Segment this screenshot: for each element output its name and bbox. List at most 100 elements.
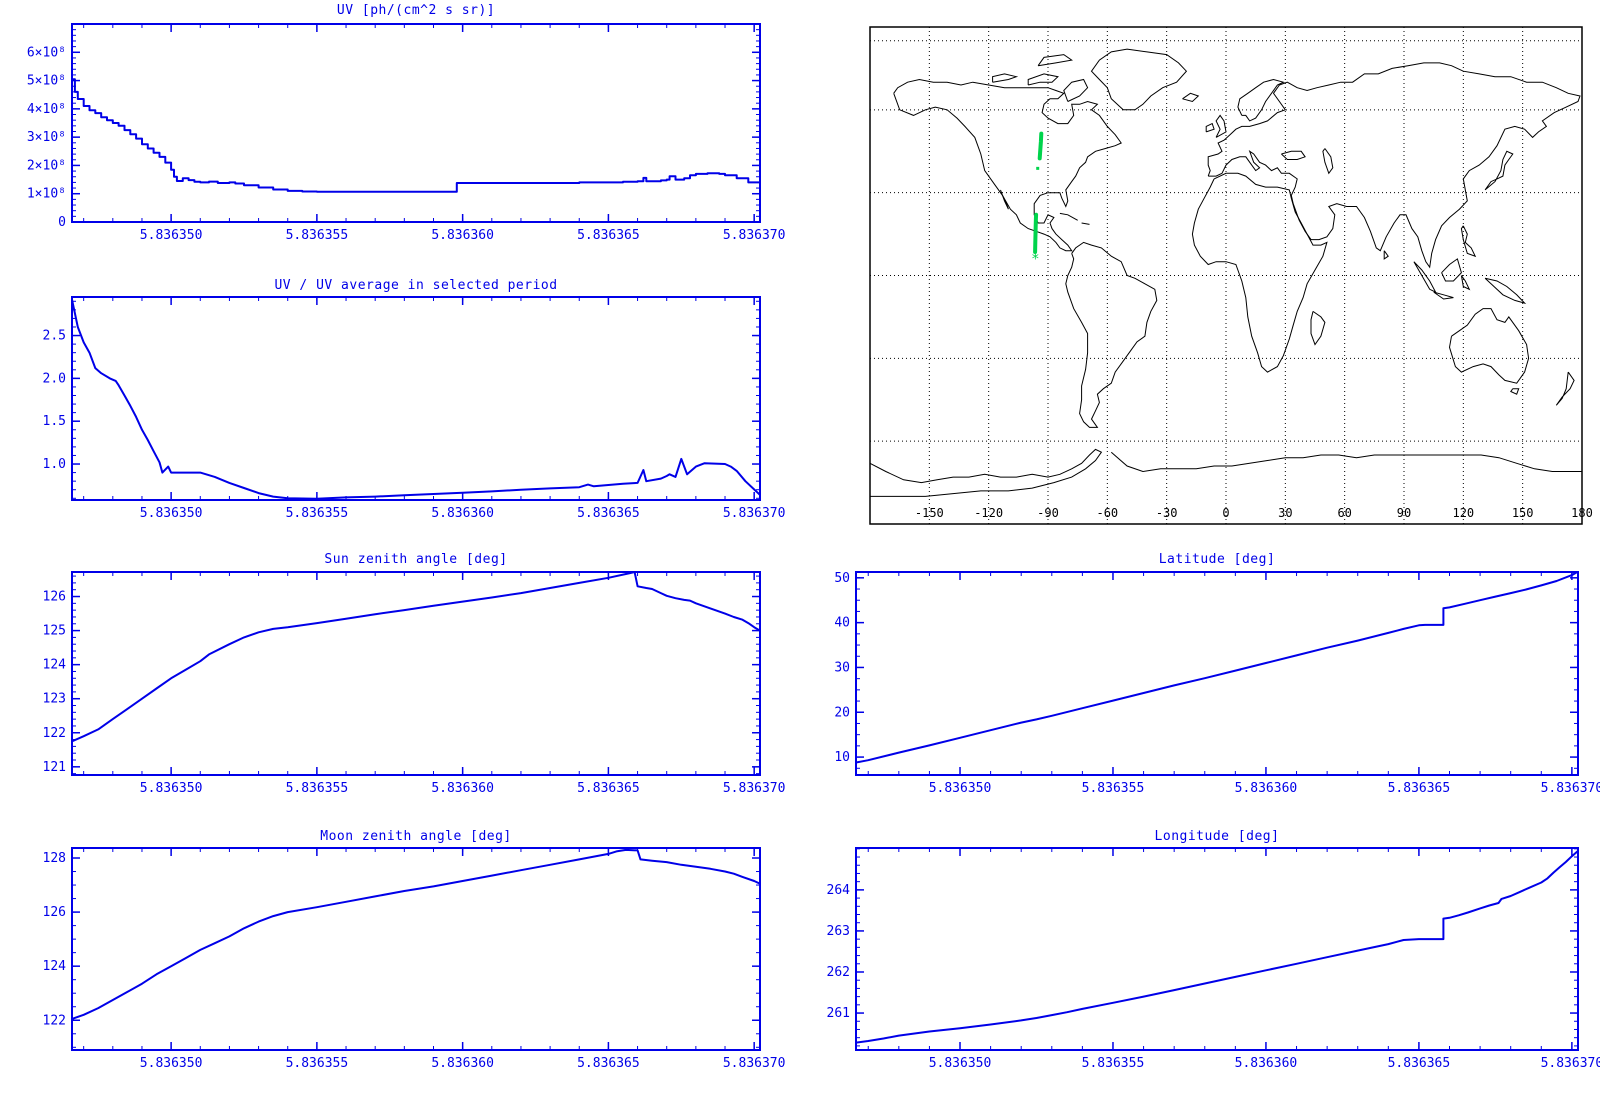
series-line-uv-ratio [72,299,760,500]
svg-text:120: 120 [1452,506,1474,520]
svg-text:5.836355: 5.836355 [286,781,349,796]
plot-frame [71,296,761,501]
chart-title-sun-zenith: Sun zenith angle [deg] [324,552,508,567]
series-line-latitude [856,572,1578,775]
svg-text:10: 10 [834,750,850,765]
svg-text:20: 20 [834,705,850,720]
svg-text:5.836370: 5.836370 [723,1056,786,1071]
svg-text:5.836365: 5.836365 [577,228,640,243]
chart-title-latitude: Latitude [deg] [1158,552,1276,567]
svg-text:121: 121 [43,760,66,775]
svg-text:5.836360: 5.836360 [1235,781,1298,796]
track-dot [1036,166,1040,170]
svg-text:2×10⁸: 2×10⁸ [27,158,66,173]
svg-text:5.836350: 5.836350 [140,506,203,521]
svg-text:261: 261 [827,1006,850,1021]
svg-text:3×10⁸: 3×10⁸ [27,130,66,145]
svg-text:5.836365: 5.836365 [1388,781,1451,796]
chart-uv-ratio: 5.836350 5.836355 5.836360 5.836365 5.836370… [43,296,786,521]
svg-text:150: 150 [1512,506,1534,520]
svg-text:264: 264 [827,883,851,898]
svg-text:90: 90 [1397,506,1411,520]
svg-text:126: 126 [43,905,66,920]
svg-text:5.836365: 5.836365 [577,1056,640,1071]
svg-text:2.0: 2.0 [43,371,66,386]
ground-track: * [1031,131,1044,267]
svg-text:262: 262 [827,965,850,980]
svg-text:5.836360: 5.836360 [1235,1056,1298,1071]
coastlines [869,48,1582,497]
svg-text:5.836350: 5.836350 [140,228,203,243]
svg-text:5.836370: 5.836370 [723,228,786,243]
svg-text:-150: -150 [915,506,944,520]
svg-text:30: 30 [834,660,850,675]
svg-text:5.836365: 5.836365 [1388,1056,1451,1071]
svg-text:5.836350: 5.836350 [929,1056,992,1071]
series-line-sun-zenith [72,572,760,774]
svg-text:5.836370: 5.836370 [1541,781,1600,796]
track-start-marker: * [1031,251,1039,267]
svg-text:263: 263 [827,924,850,939]
svg-text:0: 0 [1222,506,1229,520]
chart-title-longitude: Longitude [deg] [1154,829,1280,844]
svg-text:1.0: 1.0 [43,457,66,472]
svg-text:5.836350: 5.836350 [929,781,992,796]
svg-text:4×10⁸: 4×10⁸ [27,102,66,117]
svg-text:30: 30 [1278,506,1292,520]
svg-text:126: 126 [43,590,66,605]
series-line-uv [72,78,760,193]
svg-text:5.836350: 5.836350 [140,781,203,796]
series-line-longitude [856,850,1578,1050]
svg-text:5.836360: 5.836360 [431,781,494,796]
svg-text:5.836370: 5.836370 [723,781,786,796]
svg-text:5.836370: 5.836370 [723,506,786,521]
series-line-moon-zenith [72,848,760,1050]
svg-text:180: 180 [1571,506,1593,520]
svg-text:-120: -120 [974,506,1003,520]
svg-text:5.836355: 5.836355 [286,228,349,243]
chart-title-moon-zenith: Moon zenith angle [deg] [320,829,512,844]
chart-title-uv-ratio: UV / UV average in selected period [274,278,558,293]
svg-text:124: 124 [43,959,67,974]
svg-text:5.836360: 5.836360 [431,506,494,521]
chart-moon-zenith: 5.836350 5.836355 5.836360 5.836365 5.836370… [43,847,786,1071]
chart-longitude: 5.836350 5.836355 5.836360 5.836365 5.836370… [827,847,1600,1071]
svg-text:5.836355: 5.836355 [286,506,349,521]
svg-text:5.836365: 5.836365 [577,781,640,796]
plot-frame [71,571,761,776]
svg-text:50: 50 [834,571,850,586]
svg-text:-90: -90 [1037,506,1059,520]
svg-text:6×10⁸: 6×10⁸ [27,45,66,60]
svg-text:5.836360: 5.836360 [431,1056,494,1071]
svg-text:5.836350: 5.836350 [140,1056,203,1071]
chart-sun-zenith: 5.836350 5.836355 5.836360 5.836365 5.836370… [43,571,786,796]
svg-text:5×10⁸: 5×10⁸ [27,74,66,89]
svg-text:1.5: 1.5 [43,414,66,429]
svg-text:5.836360: 5.836360 [431,228,494,243]
plot-frame [71,847,761,1051]
plot-frame [71,23,761,223]
svg-text:5.836365: 5.836365 [577,506,640,521]
svg-text:125: 125 [43,624,66,639]
svg-text:123: 123 [43,692,66,707]
plot-frame [855,847,1579,1051]
svg-text:122: 122 [43,1013,66,1028]
svg-text:2.5: 2.5 [43,329,66,344]
world-map: -150 -120 -90 -60 -30 0 30 60 90 120 150 180 * [869,26,1593,525]
chart-uv: 5.836350 5.836355 5.836360 5.836365 5.836370… [27,23,786,243]
plot-frame [855,571,1579,776]
svg-text:-60: -60 [1096,506,1118,520]
svg-text:5.836370: 5.836370 [1541,1056,1600,1071]
svg-text:5.836355: 5.836355 [1082,781,1145,796]
chart-title-uv: UV [ph/(cm^2 s sr)] [336,3,496,18]
svg-text:5.836355: 5.836355 [1082,1056,1145,1071]
svg-text:-30: -30 [1156,506,1178,520]
chart-latitude: 5.836350 5.836355 5.836360 5.836365 5.836370… [834,571,1600,796]
svg-text:128: 128 [43,851,66,866]
svg-text:60: 60 [1337,506,1351,520]
svg-text:40: 40 [834,616,850,631]
svg-text:5.836355: 5.836355 [286,1056,349,1071]
svg-text:124: 124 [43,658,67,673]
